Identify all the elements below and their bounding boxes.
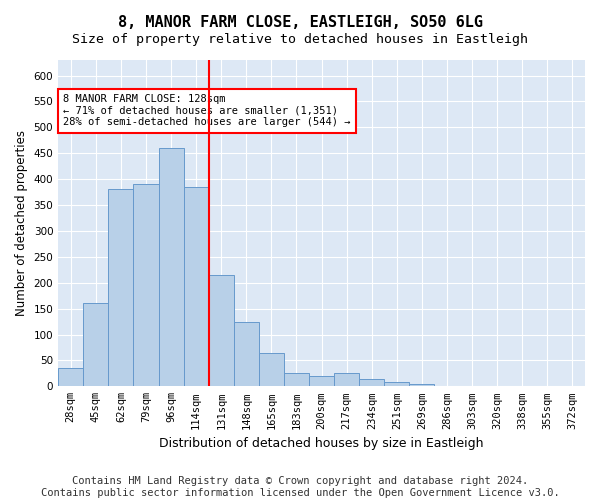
Text: 8, MANOR FARM CLOSE, EASTLEIGH, SO50 6LG: 8, MANOR FARM CLOSE, EASTLEIGH, SO50 6LG [118, 15, 482, 30]
Bar [359, 378, 385, 386]
Bar [259, 352, 284, 386]
Bar [58, 368, 83, 386]
Y-axis label: Number of detached properties: Number of detached properties [15, 130, 28, 316]
Bar [409, 384, 434, 386]
Text: Size of property relative to detached houses in Eastleigh: Size of property relative to detached ho… [72, 32, 528, 46]
Bar [284, 374, 309, 386]
Text: Contains HM Land Registry data © Crown copyright and database right 2024.
Contai: Contains HM Land Registry data © Crown c… [41, 476, 559, 498]
Bar [309, 376, 334, 386]
Bar [184, 187, 209, 386]
Bar [209, 275, 234, 386]
Text: 8 MANOR FARM CLOSE: 128sqm
← 71% of detached houses are smaller (1,351)
28% of s: 8 MANOR FARM CLOSE: 128sqm ← 71% of deta… [64, 94, 351, 128]
Bar [385, 382, 409, 386]
Bar [109, 190, 133, 386]
Bar [133, 184, 158, 386]
Bar [234, 322, 259, 386]
Bar [158, 148, 184, 386]
Bar [334, 374, 359, 386]
Bar [83, 304, 109, 386]
X-axis label: Distribution of detached houses by size in Eastleigh: Distribution of detached houses by size … [160, 437, 484, 450]
